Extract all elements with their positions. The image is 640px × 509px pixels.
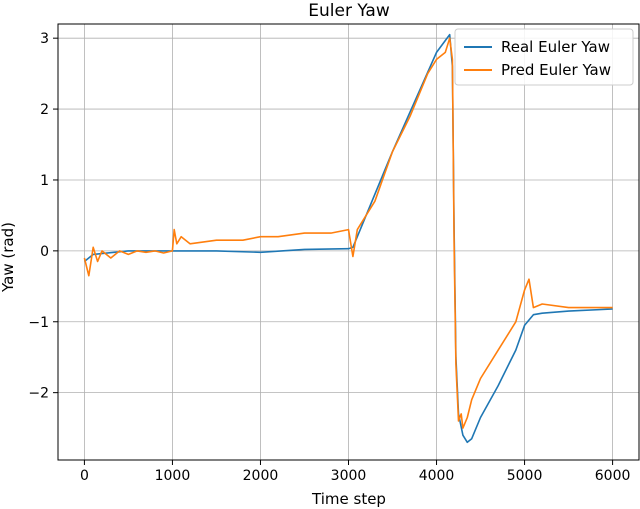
chart-title: Euler Yaw	[308, 1, 390, 21]
legend-label: Pred Euler Yaw	[501, 61, 611, 79]
y-tick-label: 0	[40, 244, 49, 260]
x-tick-label: 4000	[419, 468, 455, 484]
x-tick-label: 1000	[155, 468, 191, 484]
legend: Real Euler Yaw Pred Euler Yaw	[454, 28, 634, 86]
legend-box	[454, 28, 634, 86]
y-axis-label: Yaw (rad)	[0, 222, 17, 293]
x-tick-label: 6000	[595, 468, 631, 484]
legend-label: Real Euler Yaw	[501, 38, 610, 56]
grid	[58, 24, 639, 460]
x-tick-label: 3000	[331, 468, 367, 484]
series-line-2	[83, 37, 613, 429]
y-tick-label: −1	[28, 315, 49, 331]
x-tick-label: 2000	[243, 468, 279, 484]
x-tick-label: 0	[80, 468, 89, 484]
x-tick-label: 5000	[507, 468, 543, 484]
plot-lines	[83, 33, 613, 444]
ticks: 0 1000 2000 3000 4000 5000 6000 3 2 1 0 −1 −2	[28, 31, 630, 484]
y-tick-label: −2	[28, 386, 49, 402]
y-tick-label: 2	[40, 102, 49, 118]
x-axis-label: Time step	[311, 490, 386, 508]
y-tick-label: 3	[40, 31, 49, 47]
y-tick-label: 1	[40, 173, 49, 189]
